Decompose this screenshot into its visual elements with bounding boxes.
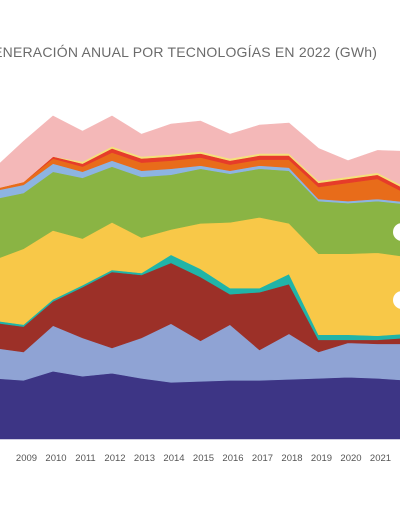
x-tick-label: 2014 [163, 453, 184, 464]
x-tick-label: 2020 [340, 453, 361, 464]
x-tick-label: 2019 [311, 453, 332, 464]
x-tick-label: 2021 [370, 453, 391, 464]
x-tick-label: 2016 [222, 453, 243, 464]
x-tick-label: 2018 [281, 453, 302, 464]
x-tick-label: 2015 [193, 453, 214, 464]
series-marker-dot-1 [393, 223, 400, 241]
x-tick-label: 2017 [252, 453, 273, 464]
x-tick-label: 2011 [75, 453, 95, 464]
x-tick-label: 2012 [104, 453, 125, 464]
chart-title: GENERACIÓN ANUAL POR TECNOLOGÍAS EN 2022… [0, 44, 378, 60]
x-axis-ticks: 8200920102011201220132014201520162017201… [16, 453, 391, 464]
area-series-11 [0, 115, 400, 188]
series-marker-dot-2 [393, 291, 400, 309]
x-tick-label: 2009 [16, 453, 37, 464]
area-series-group [0, 115, 400, 440]
marker-group [393, 223, 400, 309]
x-tick-label: 2013 [134, 453, 155, 464]
x-tick-label: 2010 [45, 453, 66, 464]
